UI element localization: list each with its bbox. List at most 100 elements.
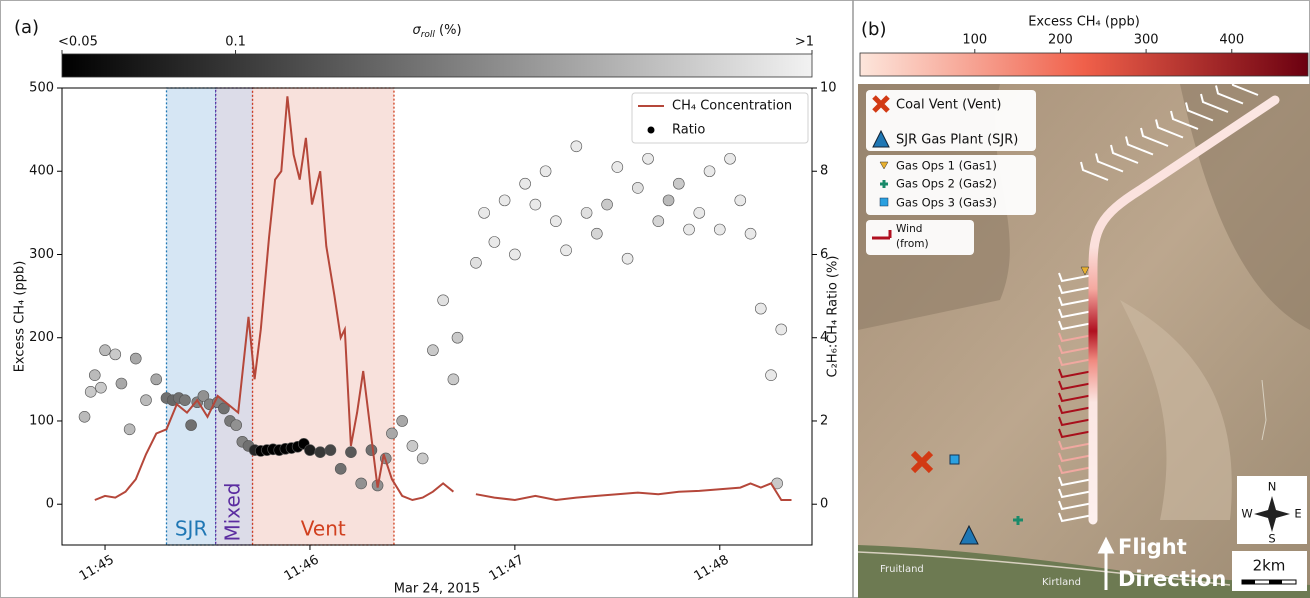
ratio-point: [218, 402, 230, 415]
legend-box: [866, 220, 974, 255]
ratio-point: [150, 373, 163, 386]
colorbar: [859, 52, 1309, 77]
ratio-point: [601, 198, 613, 211]
legend-label: Gas Ops 2 (Gas2): [896, 177, 997, 191]
ratio-point: [560, 244, 572, 257]
wind-barb: [1230, 76, 1259, 96]
legend-dot: [647, 126, 655, 134]
colorbar: [61, 53, 813, 78]
ratio-point: [529, 198, 542, 211]
legend-label: Coal Vent (Vent): [896, 98, 1001, 113]
ratio-point: [693, 207, 706, 219]
region-label: Mixed: [221, 482, 245, 541]
ratio-point: [683, 223, 695, 236]
ratio-point: [447, 373, 460, 386]
scale-label: 2km: [1253, 557, 1286, 575]
compass-rose: [1254, 496, 1290, 532]
wind-barb: [1058, 440, 1094, 451]
y2-tick-label: 0: [820, 497, 828, 512]
y-tick-label: 100: [29, 413, 54, 428]
y-axis-label: Excess CH₄ (ppb): [13, 261, 28, 373]
ratio-point: [652, 215, 665, 227]
legend-label: (from): [896, 238, 929, 250]
panel-label: (a): [14, 17, 39, 38]
legend-marker: [872, 95, 890, 113]
legend-box: [866, 155, 1036, 215]
wind-barb: [1095, 153, 1124, 173]
ratio-point: [304, 444, 316, 456]
ratio-point: [88, 369, 101, 381]
ratio-point: [197, 390, 210, 402]
legend-marker: [879, 197, 889, 207]
wind-barb: [1058, 308, 1094, 319]
y2-tick-label: 10: [820, 81, 837, 96]
legend-box: [631, 92, 809, 144]
legend-label: Gas Ops 3 (Gas3): [896, 196, 997, 210]
road: [857, 551, 1231, 586]
y-tick-label: 0: [46, 497, 54, 512]
legend-label: Gas Ops 1 (Gas1): [896, 159, 997, 173]
wind-barb: [1058, 428, 1094, 439]
ratio-point: [406, 440, 419, 452]
ratio-point: [115, 377, 128, 390]
colorbar-label-unit: (%): [435, 23, 462, 38]
ratio-point: [498, 194, 511, 207]
ratio-point: [642, 152, 654, 165]
ratio-point: [95, 381, 107, 394]
direction-arrow: [1097, 536, 1115, 590]
ratio-point: [734, 194, 747, 207]
panel-a: <0.05 0.1 >1 SJR Mixed Vent 0 100 200 300 400 500 0 2…: [13, 35, 841, 597]
wind-barb: [1058, 416, 1094, 427]
plot-frame: [61, 87, 813, 546]
ratio-point: [314, 446, 326, 458]
y-tick-label: 300: [29, 247, 54, 262]
ratio-point: [84, 386, 97, 398]
ratio-point: [509, 248, 521, 261]
region: [251, 87, 395, 546]
y-tick-label: 400: [29, 164, 54, 179]
site-marker: [949, 454, 960, 465]
site-marker: [910, 450, 934, 474]
ratio-point: [427, 344, 439, 357]
ratio-point: [591, 227, 603, 240]
flight-track: [1088, 95, 1280, 525]
wind-barb: [1185, 102, 1214, 122]
y2-axis-label: C₂H₆:CH₄ Ratio (%): [826, 256, 841, 378]
legend-marker: [880, 180, 888, 188]
wind-barb: [1200, 93, 1229, 113]
colorbar-tick-label: 0.1: [225, 35, 246, 50]
legend-label: Ratio: [672, 123, 705, 138]
x-tick-label: 11:45: [77, 553, 117, 585]
wind-barb: [1170, 110, 1199, 130]
wind-barb: [1215, 85, 1244, 105]
place-label: Fruitland: [880, 564, 924, 575]
ratio-point: [140, 394, 152, 406]
legend-marker: [872, 230, 892, 240]
scale-bar: [1242, 580, 1282, 584]
ratio-point: [179, 394, 191, 406]
wind-barb: [1058, 476, 1094, 487]
ratio-point: [345, 446, 357, 458]
wind-barb: [1058, 272, 1094, 283]
compass-label: E: [1294, 507, 1301, 521]
region: [165, 87, 217, 546]
y2-tick-label: 6: [820, 247, 828, 262]
region-label: Vent: [301, 517, 346, 541]
ratio-point: [416, 452, 429, 465]
ratio-point: [611, 161, 624, 173]
colorbar-tick-label: 100: [962, 33, 987, 48]
ratio-point: [519, 177, 531, 190]
site-marker: [1080, 266, 1090, 276]
y-tick-label: 500: [29, 81, 54, 96]
wind-barb: [1058, 464, 1094, 475]
direction-label: Direction: [1118, 567, 1226, 591]
ratio-point: [621, 252, 634, 265]
compass-label: W: [1241, 507, 1252, 521]
x-axis-label: Mar 24, 2015: [394, 582, 481, 597]
wind-barb: [1110, 144, 1139, 164]
wind-barb: [1058, 380, 1094, 391]
ratio-point: [78, 411, 91, 423]
ratio-point: [550, 215, 562, 227]
colorbar-tick-label: 300: [1134, 33, 1159, 48]
ratio-point: [673, 177, 685, 190]
